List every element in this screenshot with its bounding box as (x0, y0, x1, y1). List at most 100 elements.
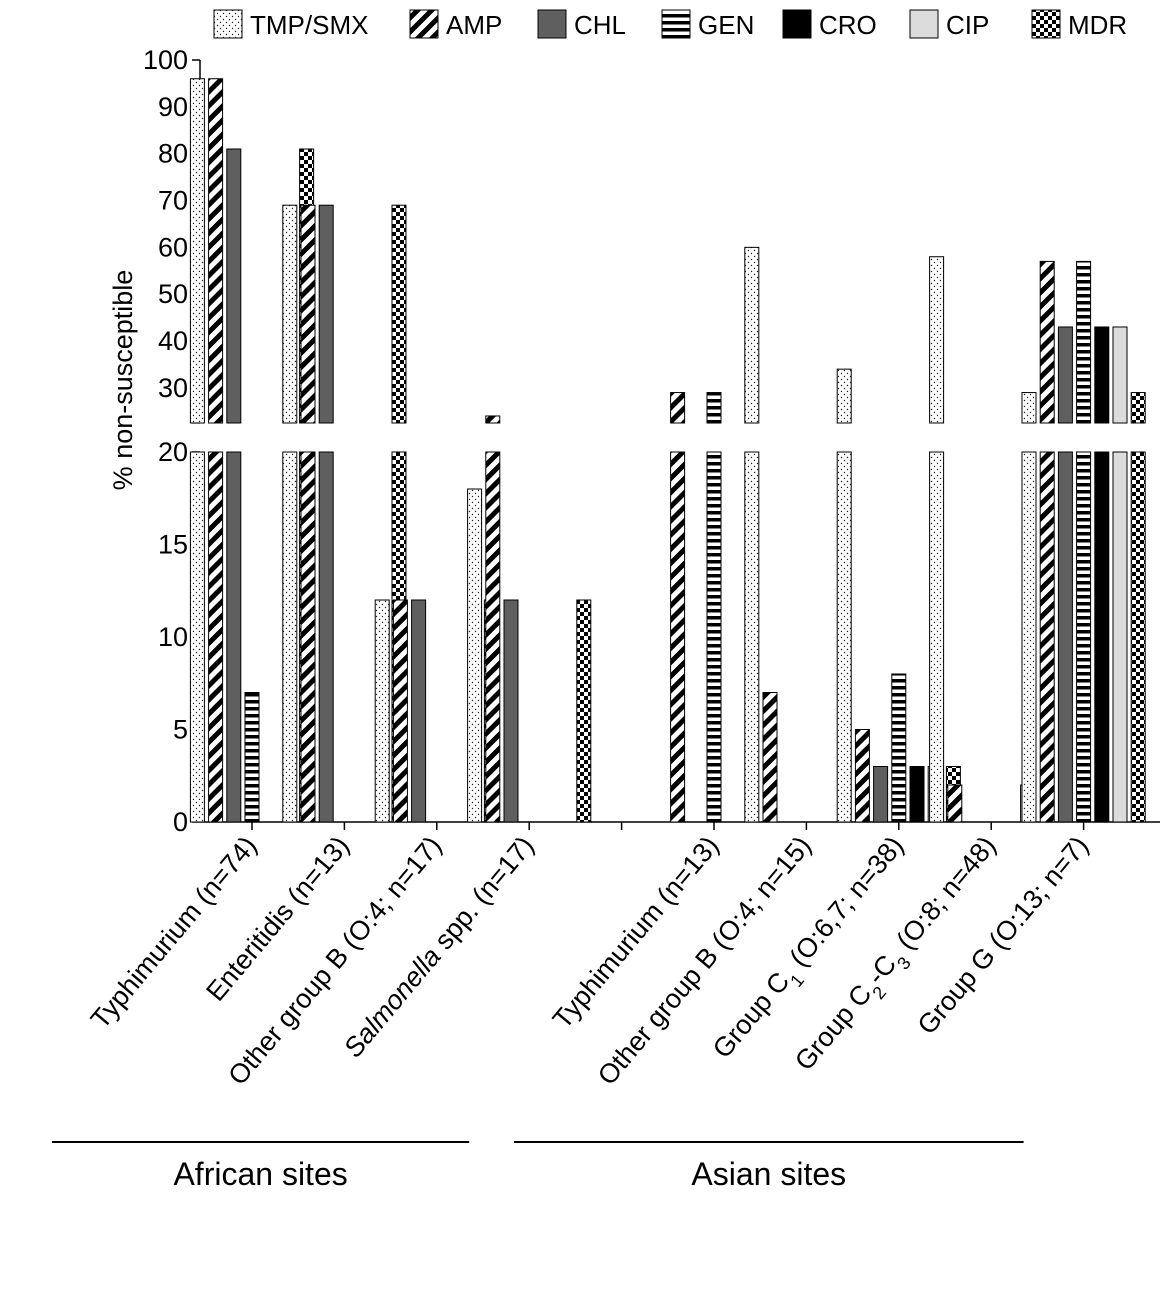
bar (762, 692, 778, 823)
bar (226, 451, 242, 823)
bar (1021, 392, 1037, 424)
x-tick-label: Typhimurium (n=13) (547, 831, 725, 1035)
bar (1021, 451, 1037, 823)
bar (929, 256, 945, 424)
legend-swatch (537, 9, 567, 39)
legend-item: CRO (782, 9, 877, 40)
bar (1039, 451, 1055, 823)
y-tick-label: 90 (158, 92, 188, 122)
y-tick-label: 30 (158, 373, 188, 403)
bar (744, 246, 760, 424)
legend-swatch (213, 9, 243, 39)
bars (189, 78, 1146, 830)
y-tick-label: 60 (158, 232, 188, 262)
y-tick-label: 5 (173, 715, 188, 745)
y-tick-label: 40 (158, 326, 188, 356)
bar (318, 451, 334, 823)
bar (392, 599, 408, 823)
bar (706, 451, 722, 823)
x-tick-label: Typhimurium (n=74) (85, 831, 263, 1035)
x-tick-label: Salmonella spp. (n=17) (338, 831, 540, 1064)
bar (318, 204, 334, 424)
y-tick-label: 20 (158, 437, 188, 467)
bar (391, 204, 407, 424)
y-tick-label: 15 (158, 530, 188, 560)
bar (1039, 260, 1055, 424)
legend-swatch (909, 9, 939, 39)
bar (1076, 451, 1092, 823)
bar (485, 415, 501, 424)
bar (836, 451, 852, 823)
bar (226, 148, 242, 424)
bar (282, 204, 298, 424)
bar (873, 766, 889, 823)
bar (1130, 451, 1146, 823)
legend-item: MDR (1031, 9, 1127, 40)
bar (244, 692, 260, 823)
bar (208, 78, 224, 424)
bar (208, 451, 224, 823)
bar (670, 451, 686, 823)
legend-label: CIP (946, 10, 989, 40)
site-group: Asian sites (514, 1141, 1024, 1192)
y-tick-label: 80 (158, 139, 188, 169)
y-tick-label: 10 (158, 622, 188, 652)
y-axis-label: % non-susceptible (108, 270, 138, 491)
bar (1112, 451, 1128, 823)
legend: TMP/SMX AMP CHL GEN CRO CIP MDR (213, 9, 1127, 40)
legend-label: TMP/SMX (250, 10, 368, 40)
legend-label: GEN (698, 10, 754, 40)
bar (947, 784, 963, 823)
y-tick-label: 0 (173, 807, 188, 837)
bar (374, 599, 390, 823)
legend-swatch (1031, 9, 1061, 39)
legend-item: GEN (661, 9, 754, 40)
bar (854, 729, 870, 823)
legend-item: CHL (537, 9, 626, 40)
bar (670, 392, 686, 424)
bar (1057, 326, 1073, 424)
bar (836, 368, 852, 424)
site-groups: African sites Asian sites (52, 1141, 1024, 1192)
legend-swatch (409, 9, 439, 39)
bar (1094, 451, 1110, 823)
legend-item: TMP/SMX (213, 9, 368, 40)
legend-swatch (782, 9, 812, 39)
bar (744, 451, 760, 823)
bar (189, 451, 205, 823)
bar (909, 766, 925, 823)
axes: 0 5 10 15 20 30 40 50 60 70 80 90 100 (143, 45, 1160, 837)
legend-label: MDR (1068, 10, 1127, 40)
legend-item: AMP (409, 9, 502, 40)
bar (189, 78, 205, 424)
site-group-label: Asian sites (691, 1156, 846, 1192)
bar (706, 392, 722, 424)
legend-label: AMP (446, 10, 502, 40)
y-tick-label: 70 (158, 186, 188, 216)
bar (300, 451, 316, 823)
site-group-label: African sites (173, 1156, 347, 1192)
legend-swatch (661, 9, 691, 39)
bar (1076, 260, 1092, 424)
x-tick-label: Group G (O:13; n=7) (912, 831, 1095, 1041)
bar (503, 599, 519, 823)
site-group: African sites (52, 1141, 470, 1192)
y-tick-label: 100 (143, 45, 188, 75)
bar (1057, 451, 1073, 823)
bar (485, 451, 501, 823)
bar (411, 599, 427, 823)
x-tick-labels: Typhimurium (n=74)Enteritidis (n=13)Othe… (85, 831, 1094, 1091)
bar (929, 451, 945, 823)
legend-label: CRO (819, 10, 877, 40)
bar (891, 673, 907, 823)
bar (1112, 326, 1128, 424)
legend-label: CHL (574, 10, 626, 40)
legend-item: CIP (909, 9, 989, 40)
y-tick-label: 50 (158, 279, 188, 309)
bar (282, 451, 298, 823)
bar (300, 204, 316, 424)
bar (1130, 392, 1146, 424)
bar (1094, 326, 1110, 424)
bar (576, 599, 592, 823)
bar (467, 488, 483, 823)
